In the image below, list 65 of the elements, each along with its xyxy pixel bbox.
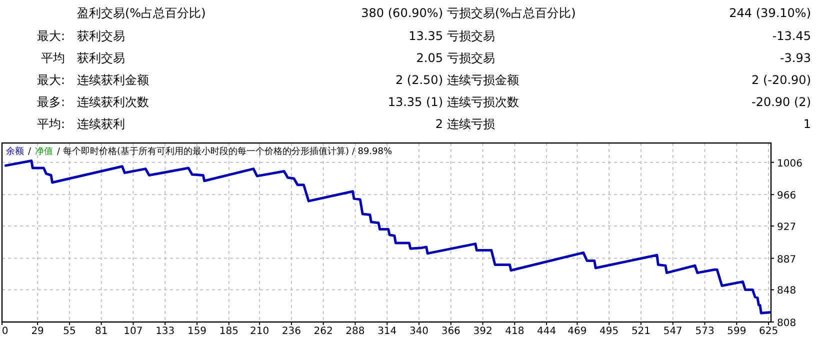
x-tick-label: 210 [250,326,270,337]
text: 最多: [36,95,65,109]
text: 平均 [41,51,65,65]
x-tick-label: 0 [2,326,8,337]
x-tick-label: 159 [187,326,207,337]
text: 连续获利 [77,117,125,131]
y-tick-label: 966 [777,190,796,202]
text: 380 (60.90%) [361,6,443,20]
text: 连续获利金额 [77,73,149,87]
x-tick-label: 547 [663,326,682,337]
x-tick-label: 469 [568,326,587,337]
text: 最大: [36,73,65,87]
x-tick-label: 107 [124,326,143,337]
x-tick-label: 366 [441,326,460,337]
legend-label: 净值 [35,146,54,157]
line-series [4,159,772,314]
y-tick-label: 1006 [777,158,802,170]
x-tick-label: 573 [695,326,714,337]
text: 连续亏损 [447,117,495,131]
x-tick-label: 185 [219,326,238,337]
text: 2 (-20.90) [752,73,811,87]
x-tick-label: 392 [473,326,492,337]
text: -20.90 (2) [752,95,811,109]
text: 最大: [36,29,65,43]
text: 2 [435,117,443,131]
text: 平均: [36,117,65,131]
text: 13.35 [408,29,443,43]
x-tick-label: 288 [346,326,365,337]
text: 244 (39.10%) [729,6,811,20]
x-tick-label: 236 [282,326,301,337]
x-tick-label: 495 [600,326,619,337]
text: -3.93 [780,51,811,65]
text: -13.45 [772,29,811,43]
annotation: / [28,147,32,157]
x-tick-label: 29 [31,326,44,337]
y-tick-label: 887 [777,254,796,266]
text: 连续亏损次数 [447,95,519,109]
x-tick-label: 262 [314,326,333,337]
text: / 每个即时价格(基于所有可利用的最小时段的每一个价格的分形插值计算) / 89.98% [57,146,392,157]
x-tick-label: 521 [631,326,651,337]
text: 1 [803,117,811,131]
text: 亏损交易 [447,51,495,65]
x-tick-label: 81 [94,326,108,337]
x-tick-label: 133 [156,326,175,337]
y-tick-label: 927 [777,222,796,234]
x-tick-label: 625 [759,326,778,337]
y-tick-label: 848 [777,286,796,297]
x-tick-label: 340 [409,326,429,337]
text: 2.05 [416,51,443,65]
x-tick-label: 444 [537,326,556,337]
series-label: 余额 [6,146,24,157]
text: 2 (2.50) [395,73,443,87]
y-tick-label: 808 [777,318,796,329]
x-tick-label: 55 [63,326,76,337]
text: 获利交易 [77,51,125,65]
text: 亏损交易 [447,29,495,43]
x-tick-label: 599 [727,326,746,337]
text: 连续亏损金额 [447,73,519,87]
text: 连续获利次数 [77,95,149,109]
text: 盈利交易(%占总百分比) [77,6,206,20]
text: 获利交易 [77,29,125,43]
x-tick-label: 418 [505,326,524,337]
x-tick-label: 314 [378,326,397,337]
text: 13.35 (1) [388,95,443,109]
text: 亏损交易(%占总百分比) [447,6,576,20]
